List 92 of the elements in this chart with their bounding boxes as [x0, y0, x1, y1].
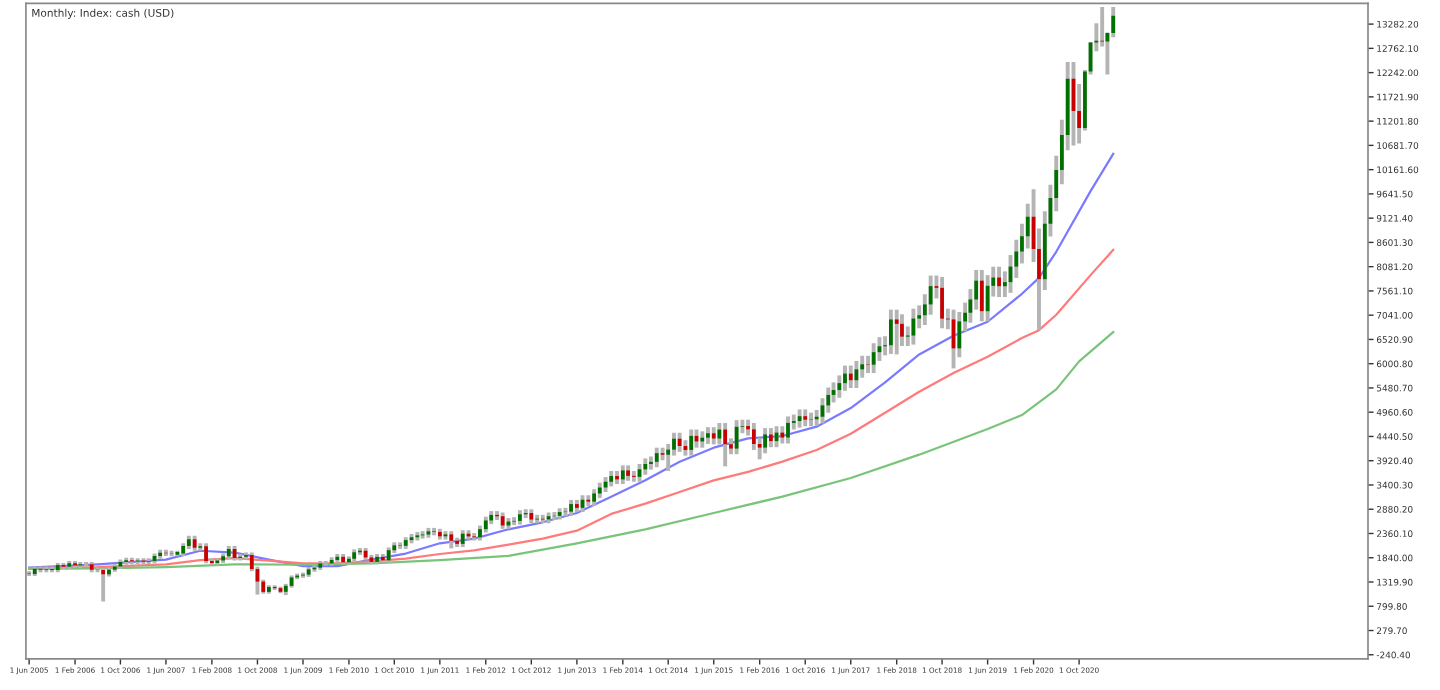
candlestick	[392, 540, 397, 556]
candlestick	[432, 525, 436, 538]
candlestick	[101, 566, 106, 604]
candlestick	[375, 552, 379, 567]
candlestick	[403, 535, 408, 551]
candlestick	[574, 497, 579, 514]
candlestick	[215, 556, 220, 568]
candlestick	[979, 268, 984, 324]
line-series	[28, 152, 1115, 569]
candlestick	[489, 509, 494, 527]
candlestick	[900, 312, 904, 348]
candlestick	[871, 341, 876, 376]
candlestick	[837, 373, 842, 400]
candlestick	[529, 507, 534, 526]
candlestick	[940, 275, 945, 331]
candlestick	[751, 421, 756, 452]
candlestick	[648, 454, 653, 472]
candlestick	[346, 554, 351, 567]
candlestick	[500, 510, 505, 531]
candlestick	[592, 487, 597, 508]
candlestick	[112, 562, 117, 574]
candlestick	[586, 493, 591, 508]
candlestick	[711, 425, 716, 447]
candlestick	[660, 445, 665, 463]
candlestick	[266, 583, 271, 596]
candlestick	[89, 559, 94, 575]
candlestick	[997, 264, 1002, 299]
candlestick	[426, 525, 431, 540]
candlestick	[597, 480, 602, 500]
candlestick	[192, 533, 197, 553]
candlestick	[569, 497, 574, 518]
candlestick	[631, 469, 636, 484]
candlestick	[620, 463, 625, 487]
candlestick	[557, 506, 562, 522]
candlestick	[843, 363, 847, 393]
candlestick	[186, 533, 191, 551]
candlestick	[226, 544, 231, 562]
candlestick	[386, 545, 391, 565]
candlestick	[483, 514, 488, 535]
candlestick	[786, 414, 790, 446]
candlestick	[512, 515, 517, 528]
candlestick	[826, 385, 831, 415]
candlestick	[204, 541, 209, 566]
candlestick	[478, 523, 482, 543]
candlestick	[472, 531, 477, 543]
candlestick	[723, 421, 728, 469]
candlestick	[306, 565, 311, 579]
candlestick	[129, 555, 134, 567]
candlestick	[615, 469, 619, 487]
candlestick	[1111, 5, 1116, 40]
candlestick	[517, 508, 522, 527]
candlestick	[888, 307, 893, 356]
candlestick	[689, 427, 694, 458]
candlestick	[460, 528, 465, 549]
candlestick	[55, 560, 60, 575]
candlestick	[32, 564, 37, 578]
candlestick	[158, 547, 163, 561]
candlestick	[415, 530, 420, 543]
candlestick	[380, 552, 385, 565]
candlestick	[705, 425, 710, 446]
candlestick	[181, 541, 186, 559]
candlestick	[535, 512, 540, 526]
candlestick	[455, 535, 460, 549]
candlestick	[780, 424, 785, 446]
candlestick	[985, 273, 990, 324]
candlestick	[768, 426, 773, 450]
candlestick	[329, 555, 334, 568]
candlestick	[848, 363, 853, 390]
candlestick	[221, 551, 226, 565]
candlestick	[341, 552, 346, 567]
line-series	[28, 330, 1115, 571]
candlestick	[124, 555, 129, 567]
candlestick	[437, 526, 442, 542]
candlestick	[449, 529, 454, 551]
candlestick	[928, 273, 933, 317]
candlestick	[352, 547, 357, 564]
candlestick	[335, 552, 340, 565]
candlestick	[763, 426, 768, 456]
candlestick	[654, 445, 659, 470]
candlestick	[643, 456, 648, 477]
candlestick	[894, 307, 899, 357]
line-series	[28, 248, 1115, 570]
candlestick	[957, 310, 962, 360]
candlestick	[860, 353, 865, 380]
candlestick	[283, 581, 288, 598]
candlestick	[174, 548, 181, 559]
candlestick	[67, 559, 72, 571]
candlestick	[626, 463, 631, 483]
candlestick	[809, 410, 813, 429]
candlestick	[609, 469, 614, 489]
candlestick	[318, 559, 323, 572]
candlestick	[803, 407, 808, 429]
